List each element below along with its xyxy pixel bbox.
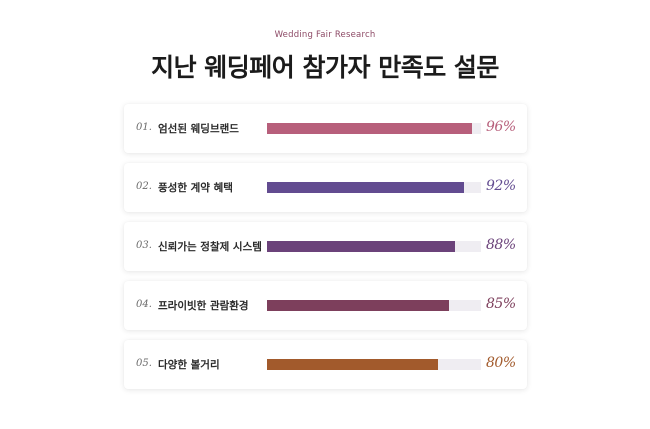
progress-track <box>267 359 481 370</box>
item-number: 04. <box>136 299 152 310</box>
percent-value: 85% <box>486 296 516 312</box>
progress-track <box>267 182 481 193</box>
progress-fill <box>267 123 473 134</box>
percent-value: 96% <box>486 119 516 135</box>
item-number: 05. <box>136 358 152 369</box>
list-item: 04. 프라이빗한 관람환경 85% <box>124 281 527 330</box>
list-item: 03. 신뢰가는 정찰제 시스템 88% <box>124 222 527 271</box>
item-number: 01. <box>136 122 152 133</box>
page-title: 지난 웨딩페어 참가자 만족도 설문 <box>151 53 499 82</box>
progress-track <box>267 300 481 311</box>
progress-fill <box>267 241 456 252</box>
progress-track <box>267 241 481 252</box>
percent-value: 88% <box>486 237 516 253</box>
item-label: 프라이빗한 관람환경 <box>158 300 249 312</box>
list-item: 01. 엄선된 웨딩브랜드 96% <box>124 104 527 153</box>
item-label: 신뢰가는 정찰제 시스템 <box>158 241 262 253</box>
item-number: 02. <box>136 181 152 192</box>
percent-value: 92% <box>486 178 516 194</box>
satisfaction-list: 01. 엄선된 웨딩브랜드 96% 02. 풍성한 계약 혜택 92% 03. … <box>124 104 527 399</box>
progress-track <box>267 123 481 134</box>
percent-value: 80% <box>486 355 516 371</box>
item-label: 풍성한 계약 혜택 <box>158 182 233 194</box>
eyebrow-text: Wedding Fair Research <box>274 30 376 40</box>
progress-fill <box>267 359 439 370</box>
item-label: 엄선된 웨딩브랜드 <box>158 123 239 135</box>
list-item: 05. 다양한 볼거리 80% <box>124 340 527 389</box>
progress-fill <box>267 182 464 193</box>
progress-fill <box>267 300 449 311</box>
item-label: 다양한 볼거리 <box>158 359 220 371</box>
item-number: 03. <box>136 240 152 251</box>
list-item: 02. 풍성한 계약 혜택 92% <box>124 163 527 212</box>
